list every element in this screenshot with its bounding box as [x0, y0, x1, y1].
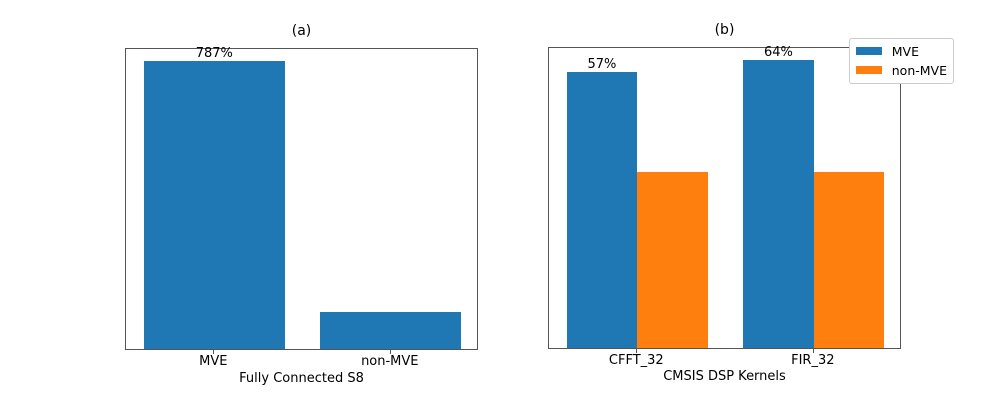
x-tick [636, 349, 638, 353]
tick-label-fir-32: FIR_32 [791, 353, 835, 368]
subplot-b: (b) 57% 64% CMSIS DSP Kernels CFFT_32 FIR_… [548, 0, 901, 400]
bar-mve-cfft-32 [566, 72, 638, 348]
bar-non-mve [320, 312, 462, 349]
tick-label-mve: MVE [199, 354, 228, 369]
legend: MVE non-MVE [848, 38, 954, 84]
x-tick [812, 349, 814, 353]
tick-label-cfft-32: CFFT_32 [608, 353, 664, 368]
subplot-a: (a) 787% Fully Connected S8 MVE non-MVE [125, 0, 478, 400]
tick-label-non-mve: non-MVE [361, 354, 419, 369]
mve-legend-label: MVE [891, 43, 919, 59]
x-tick [389, 350, 391, 354]
bar-mve [143, 61, 285, 349]
subplot-a-title: (a) [291, 23, 312, 39]
bar-value-label: 787% [195, 46, 233, 61]
bar-non-mve-fir-32 [813, 172, 885, 348]
subplot-b-title: (b) [714, 22, 735, 38]
non-mve-legend-swatch [855, 66, 882, 74]
legend-entry-non-mve: non-MVE [855, 62, 947, 78]
subplot-b-plot-area: 57% 64% [548, 45, 901, 349]
x-tick [213, 350, 215, 354]
bar-mve-fir-32 [743, 60, 814, 348]
mve-legend-swatch [855, 47, 882, 55]
subplot-a-plot-area: 787% [125, 46, 478, 350]
subplot-b-xlabel: CMSIS DSP Kernels [663, 369, 786, 384]
non-mve-legend-label: non-MVE [891, 62, 947, 78]
bar-value-label: 64% [763, 45, 793, 60]
bar-value-label: 57% [587, 57, 617, 72]
legend-entry-mve: MVE [855, 43, 947, 59]
subplot-a-xlabel: Fully Connected S8 [239, 371, 364, 386]
bar-non-mve-cfft-32 [637, 172, 708, 348]
